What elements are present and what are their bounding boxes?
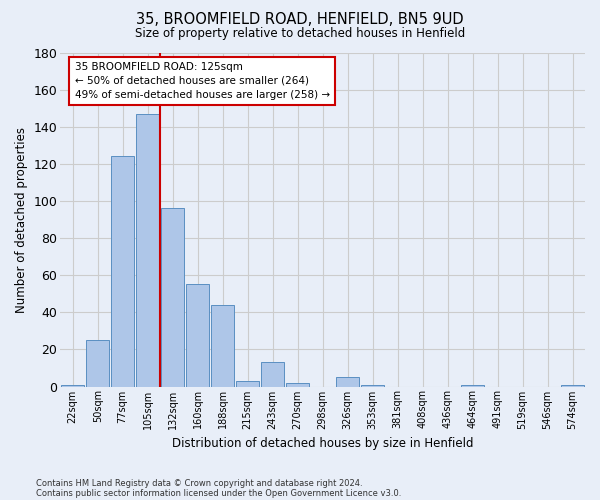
Bar — [286, 383, 309, 386]
Text: Contains HM Land Registry data © Crown copyright and database right 2024.: Contains HM Land Registry data © Crown c… — [36, 478, 362, 488]
Bar — [236, 381, 259, 386]
Text: Contains public sector information licensed under the Open Government Licence v3: Contains public sector information licen… — [36, 488, 401, 498]
Bar — [361, 384, 384, 386]
Text: 35 BROOMFIELD ROAD: 125sqm
← 50% of detached houses are smaller (264)
49% of sem: 35 BROOMFIELD ROAD: 125sqm ← 50% of deta… — [75, 62, 330, 100]
Bar — [161, 208, 184, 386]
Bar — [261, 362, 284, 386]
Bar — [561, 384, 584, 386]
X-axis label: Distribution of detached houses by size in Henfield: Distribution of detached houses by size … — [172, 437, 473, 450]
Y-axis label: Number of detached properties: Number of detached properties — [15, 126, 28, 312]
Bar — [336, 377, 359, 386]
Bar — [186, 284, 209, 386]
Text: 35, BROOMFIELD ROAD, HENFIELD, BN5 9UD: 35, BROOMFIELD ROAD, HENFIELD, BN5 9UD — [136, 12, 464, 28]
Text: Size of property relative to detached houses in Henfield: Size of property relative to detached ho… — [135, 28, 465, 40]
Bar — [461, 384, 484, 386]
Bar — [136, 114, 159, 386]
Bar — [61, 384, 84, 386]
Bar — [211, 305, 234, 386]
Bar — [111, 156, 134, 386]
Bar — [86, 340, 109, 386]
